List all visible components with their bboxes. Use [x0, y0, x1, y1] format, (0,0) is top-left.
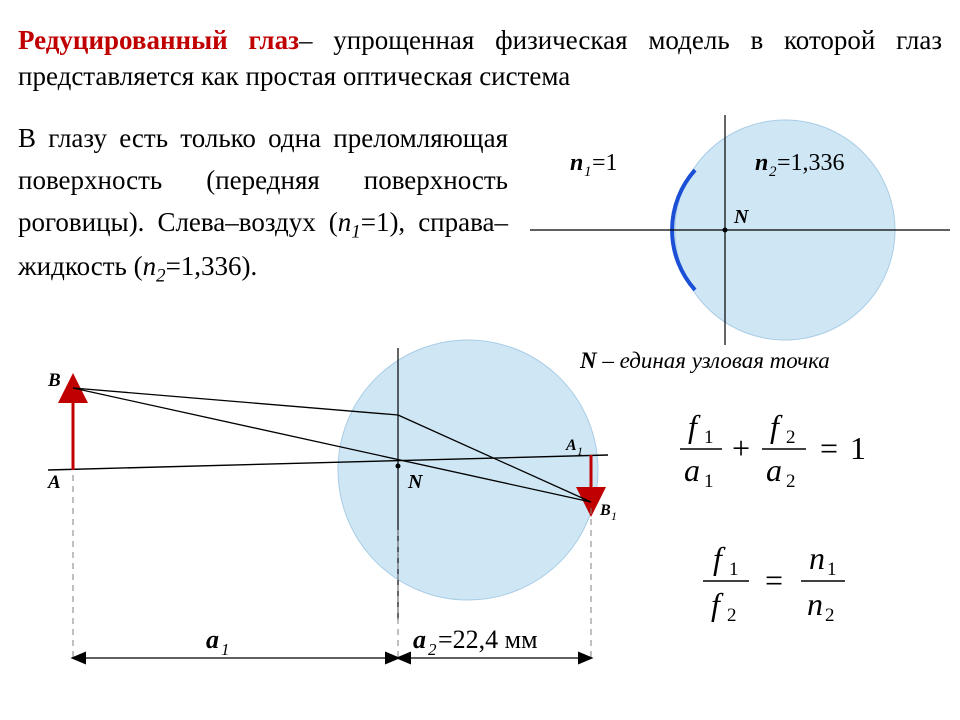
bottom-diagram: N A B A 1 B 1 a 1 a 2 =22,4 мм: [18, 330, 638, 710]
svg-text:1: 1: [850, 430, 866, 466]
svg-text:f: f: [770, 408, 783, 444]
svg-text:2: 2: [786, 471, 796, 492]
svg-text:=: =: [820, 430, 838, 466]
svg-text:2: 2: [825, 605, 835, 626]
svg-text:B: B: [47, 370, 61, 391]
svg-text:f: f: [688, 408, 701, 444]
svg-text:A: A: [47, 472, 61, 493]
body-paragraph: В глазу есть только одна преломляющая по…: [18, 118, 508, 291]
svg-text:2: 2: [727, 605, 737, 626]
svg-text:n: n: [809, 540, 825, 576]
title: Редуцированный глаз– упрощенная физическ…: [18, 22, 942, 95]
svg-text:=1: =1: [592, 150, 618, 176]
svg-text:1: 1: [827, 559, 837, 580]
svg-text:2: 2: [786, 427, 796, 448]
formula-1: f 1 a 1 + f 2 a 2 = 1: [670, 405, 900, 495]
title-term: Редуцированный глаз: [18, 25, 299, 55]
svg-text:1: 1: [729, 559, 739, 580]
svg-text:=: =: [765, 562, 783, 598]
svg-text:B: B: [599, 502, 611, 519]
svg-text:n: n: [570, 150, 583, 176]
svg-text:1: 1: [221, 640, 230, 659]
svg-text:a: a: [684, 452, 700, 488]
svg-text:N: N: [733, 206, 750, 228]
svg-text:f: f: [711, 586, 724, 622]
svg-text:a: a: [413, 625, 426, 654]
svg-text:1: 1: [577, 444, 583, 458]
svg-text:1: 1: [704, 427, 714, 448]
svg-text:=22,4 мм: =22,4 мм: [438, 625, 538, 654]
svg-text:1: 1: [584, 164, 592, 180]
svg-text:1: 1: [611, 509, 617, 523]
body-part3: =1,336).: [166, 251, 258, 281]
svg-text:2: 2: [428, 640, 437, 659]
svg-text:n: n: [807, 586, 823, 622]
svg-text:a: a: [206, 625, 219, 654]
svg-text:1: 1: [704, 471, 714, 492]
svg-text:f: f: [713, 540, 726, 576]
formula-2: f 1 f 2 = n 1 n 2: [695, 535, 905, 630]
svg-text:A: A: [565, 437, 577, 454]
top-diagram: N n 1 =1 n 2 =1,336: [530, 115, 950, 345]
svg-text:2: 2: [769, 164, 777, 180]
svg-text:+: +: [732, 430, 750, 466]
svg-text:=1,336: =1,336: [777, 150, 845, 176]
svg-text:N: N: [407, 471, 424, 493]
svg-text:n: n: [755, 150, 768, 176]
svg-text:a: a: [766, 452, 782, 488]
